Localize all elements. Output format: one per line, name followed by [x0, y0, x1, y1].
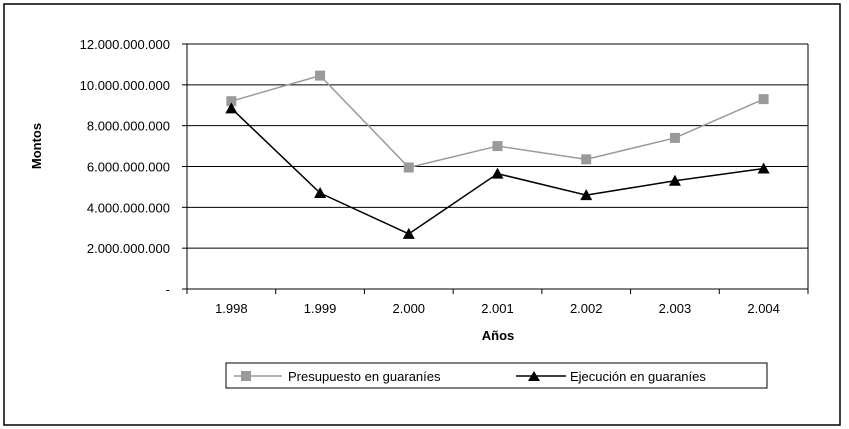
y-tick-label: 12.000.000.000	[80, 37, 170, 52]
y-tick-labels: - 2.000.000.000 4.000.000.000 6.000.000.000…	[80, 37, 170, 297]
x-axis-title: Años	[482, 328, 515, 343]
data-point-ejecucion	[668, 174, 681, 186]
y-axis-title: Montos	[29, 123, 44, 169]
legend-label-ejecucion: Ejecución en guaraníes	[570, 369, 706, 384]
data-point-ejecucion	[580, 189, 593, 201]
y-tick-label: 4.000.000.000	[87, 200, 170, 215]
x-tick-labels: 1.998 1.999 2.000 2.001 2.002 2.003 2.004	[215, 301, 780, 316]
legend-swatch-presupuesto-marker	[241, 371, 251, 381]
data-point-presupuesto	[581, 154, 592, 165]
x-tick-label: 2.002	[570, 301, 603, 316]
data-point-ejecucion	[491, 167, 504, 179]
data-point-presupuesto	[492, 141, 503, 152]
data-point-presupuesto	[403, 162, 414, 173]
series-group	[225, 70, 770, 239]
legend-swatch-ejecucion-marker	[528, 371, 540, 381]
x-tick-label: 1.999	[304, 301, 337, 316]
axes	[182, 43, 809, 294]
x-tick-label: 2.001	[481, 301, 514, 316]
data-point-presupuesto	[758, 94, 769, 105]
chart-frame	[3, 3, 841, 426]
y-tick-label: 6.000.000.000	[87, 160, 170, 175]
legend: Presupuesto en guaraníes Ejecución en gu…	[225, 362, 768, 389]
data-point-presupuesto	[315, 70, 326, 81]
y-tick-label: 8.000.000.000	[87, 119, 170, 134]
y-tick-label: -	[166, 282, 170, 297]
x-tick-label: 2.004	[747, 301, 780, 316]
x-tick-label: 1.998	[215, 301, 248, 316]
data-point-ejecucion	[757, 162, 770, 174]
data-point-ejecucion	[225, 102, 238, 114]
data-point-ejecucion	[402, 227, 415, 239]
legend-label-presupuesto: Presupuesto en guaraníes	[288, 369, 441, 384]
y-tick-label: 10.000.000.000	[80, 78, 170, 93]
data-point-presupuesto	[226, 96, 237, 107]
data-point-ejecucion	[314, 187, 327, 199]
x-tick-label: 2.003	[659, 301, 692, 316]
data-point-presupuesto	[669, 132, 680, 143]
x-tick-label: 2.000	[393, 301, 426, 316]
y-tick-label: 2.000.000.000	[87, 241, 170, 256]
legend-box	[225, 362, 768, 389]
